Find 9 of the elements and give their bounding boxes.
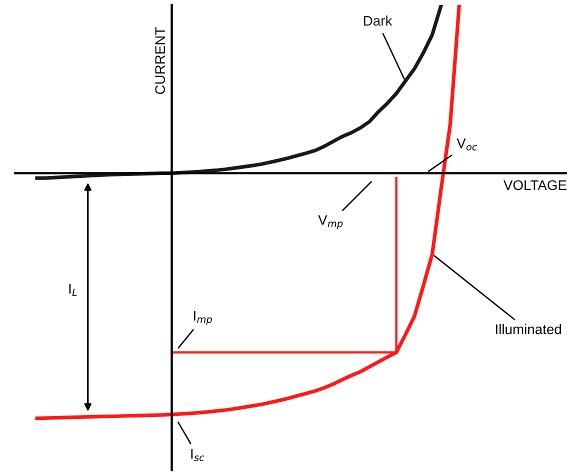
annotation: V$_{mp}$: [318, 215, 343, 230]
text: I$_{sc}$: [191, 449, 204, 462]
annotation: V$_{oc}$: [456, 138, 478, 150]
annotation: I$_{L}$: [69, 284, 77, 296]
annotation: I$_{mp}$: [194, 311, 212, 325]
x-axis-title: VOLTAGE: [504, 180, 566, 190]
text: Dark: [364, 16, 392, 26]
text: Illuminated: [496, 324, 562, 334]
y-axis-title: CURRENT: [155, 27, 166, 94]
